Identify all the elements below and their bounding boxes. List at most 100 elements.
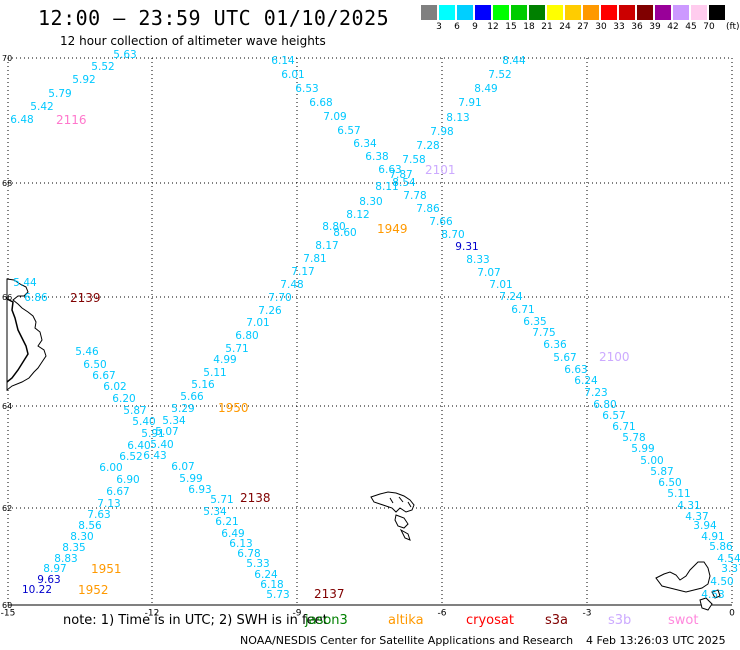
wave-height-value: 6.53 [295, 83, 318, 95]
x-tick-label: -15 [1, 609, 16, 619]
coastlines [6, 278, 721, 611]
color-scale-label: 15 [505, 22, 517, 32]
wave-height-value: 5.16 [191, 379, 215, 391]
wave-height-value: 7.28 [416, 140, 439, 152]
wave-height-value: 8.33 [466, 254, 489, 266]
wave-height-value: 3.94 [693, 520, 717, 532]
wave-height-value: 8.30 [359, 196, 382, 208]
color-swatch [439, 5, 456, 20]
orbit-number-label: 2138 [240, 491, 271, 505]
y-tick-label: 70 [2, 54, 12, 63]
iceland-coast [6, 278, 47, 392]
wave-height-value: 5.99 [631, 443, 654, 455]
wave-height-value: 5.67 [553, 352, 576, 364]
wave-height-value: 8.54 [392, 177, 416, 189]
color-swatch [493, 5, 510, 20]
wave-height-value: 7.58 [402, 154, 425, 166]
y-tick-label: 62 [2, 504, 12, 513]
wave-height-value: 8.97 [43, 563, 66, 575]
wave-height-value: 7.91 [458, 97, 481, 109]
wave-height-value: 10.22 [22, 584, 52, 596]
wave-height-value: 5.00 [640, 455, 663, 467]
wave-height-value: 6.52 [119, 451, 142, 463]
wave-height-value: 6.21 [215, 516, 238, 528]
wave-height-value: 6.93 [188, 484, 211, 496]
wave-height-value: 8.56 [78, 520, 102, 532]
wave-height-value: 4.91 [701, 531, 724, 543]
wave-height-value: 5.29 [171, 403, 194, 415]
color-swatch [709, 5, 726, 20]
orbit-number-label: 2116 [56, 113, 87, 127]
footer-note: note: 1) Time is in UTC; 2) SWH is in fe… [63, 613, 328, 628]
wave-height-value: 5.71 [210, 494, 233, 506]
wave-height-value: 5.86 [709, 541, 733, 553]
wave-height-value: 4.37 [685, 511, 708, 523]
wave-height-value: 7.75 [532, 327, 555, 339]
wave-height-value: 8.83 [54, 553, 77, 565]
wave-height-value: 5.34 [162, 415, 186, 427]
wave-height-value: 7.01 [246, 317, 269, 329]
color-swatch [565, 5, 582, 20]
color-swatch [475, 5, 492, 20]
legend-item-s3a: s3a [545, 613, 569, 628]
wave-height-value: 7.26 [258, 305, 282, 317]
wave-height-value: 4.99 [213, 354, 236, 366]
wave-height-value: 6.63 [378, 164, 401, 176]
wave-height-value: 5.63 [113, 49, 136, 61]
legend-item-s3b: s3b [608, 613, 632, 628]
wave-height-value: 6.20 [112, 393, 135, 405]
wave-height-value: 5.34 [203, 506, 227, 518]
wave-height-value: 7.09 [323, 111, 346, 123]
wave-height-value: 7.86 [416, 203, 440, 215]
wave-height-value: 7.52 [488, 69, 511, 81]
wave-height-value: 6.24 [254, 569, 278, 581]
wave-height-value: 6.35 [523, 316, 546, 328]
y-tick-label: 66 [2, 293, 12, 302]
wave-height-value: 6.18 [260, 579, 283, 591]
wave-height-value: 6.00 [99, 462, 122, 474]
wave-height-value: 6.34 [353, 138, 377, 150]
wave-height-value: 8.44 [502, 55, 526, 67]
color-swatch [619, 5, 636, 20]
wave-height-value: 8.12 [346, 209, 369, 221]
wave-height-value: 7.01 [489, 279, 512, 291]
wave-height-value: 8.60 [333, 227, 356, 239]
color-swatch [421, 5, 438, 20]
wave-height-value: 6.43 [143, 450, 166, 462]
wave-height-value: 5.71 [225, 343, 248, 355]
wave-height-value: 5.87 [123, 405, 146, 417]
wave-height-value: 5.11 [667, 488, 690, 500]
axis-labels: -15 -12 -9 -6 -3 0 70 68 66 64 62 60 [1, 54, 735, 619]
color-swatch [637, 5, 654, 20]
orbit-number-label: 1949 [377, 222, 408, 236]
wave-height-value: 7.24 [499, 291, 523, 303]
color-scale-label: 9 [472, 22, 478, 32]
orbit-number-label: 1952 [78, 583, 109, 597]
wave-height-value: 7.81 [303, 253, 326, 265]
color-scale-label: 42 [667, 22, 679, 32]
wave-height-value: 6.86 [24, 292, 48, 304]
wave-height-value: 7.13 [97, 498, 120, 510]
orbit-number-label: 2137 [314, 587, 345, 601]
credit-text: NOAA/NESDIS Center for Satellite Applica… [240, 634, 574, 647]
orbit-number-label: 2139 [70, 291, 101, 305]
color-swatch [673, 5, 690, 20]
wave-height-value: 6.36 [543, 339, 567, 351]
wave-height-value: 5.07 [155, 426, 178, 438]
wave-height-value: 7.23 [584, 387, 607, 399]
wave-height-value: 7.98 [430, 126, 453, 138]
map-grid [7, 57, 733, 606]
legend-item-swot: swot [668, 613, 699, 628]
color-swatch [601, 5, 618, 20]
legend-item-cryosat: cryosat [466, 613, 514, 628]
wave-height-value: 8.70 [441, 229, 464, 241]
wave-height-values: 6.146.016.536.687.096.576.346.386.638.54… [10, 49, 740, 601]
wave-height-value: 6.38 [365, 151, 388, 163]
wave-height-value: 7.66 [429, 216, 453, 228]
color-scale-label: 3 [436, 22, 442, 32]
wave-height-value: 7.78 [403, 190, 426, 202]
color-swatch [529, 5, 546, 20]
wave-height-value: 4.53 [701, 589, 724, 601]
y-tick-label: 68 [2, 179, 12, 188]
